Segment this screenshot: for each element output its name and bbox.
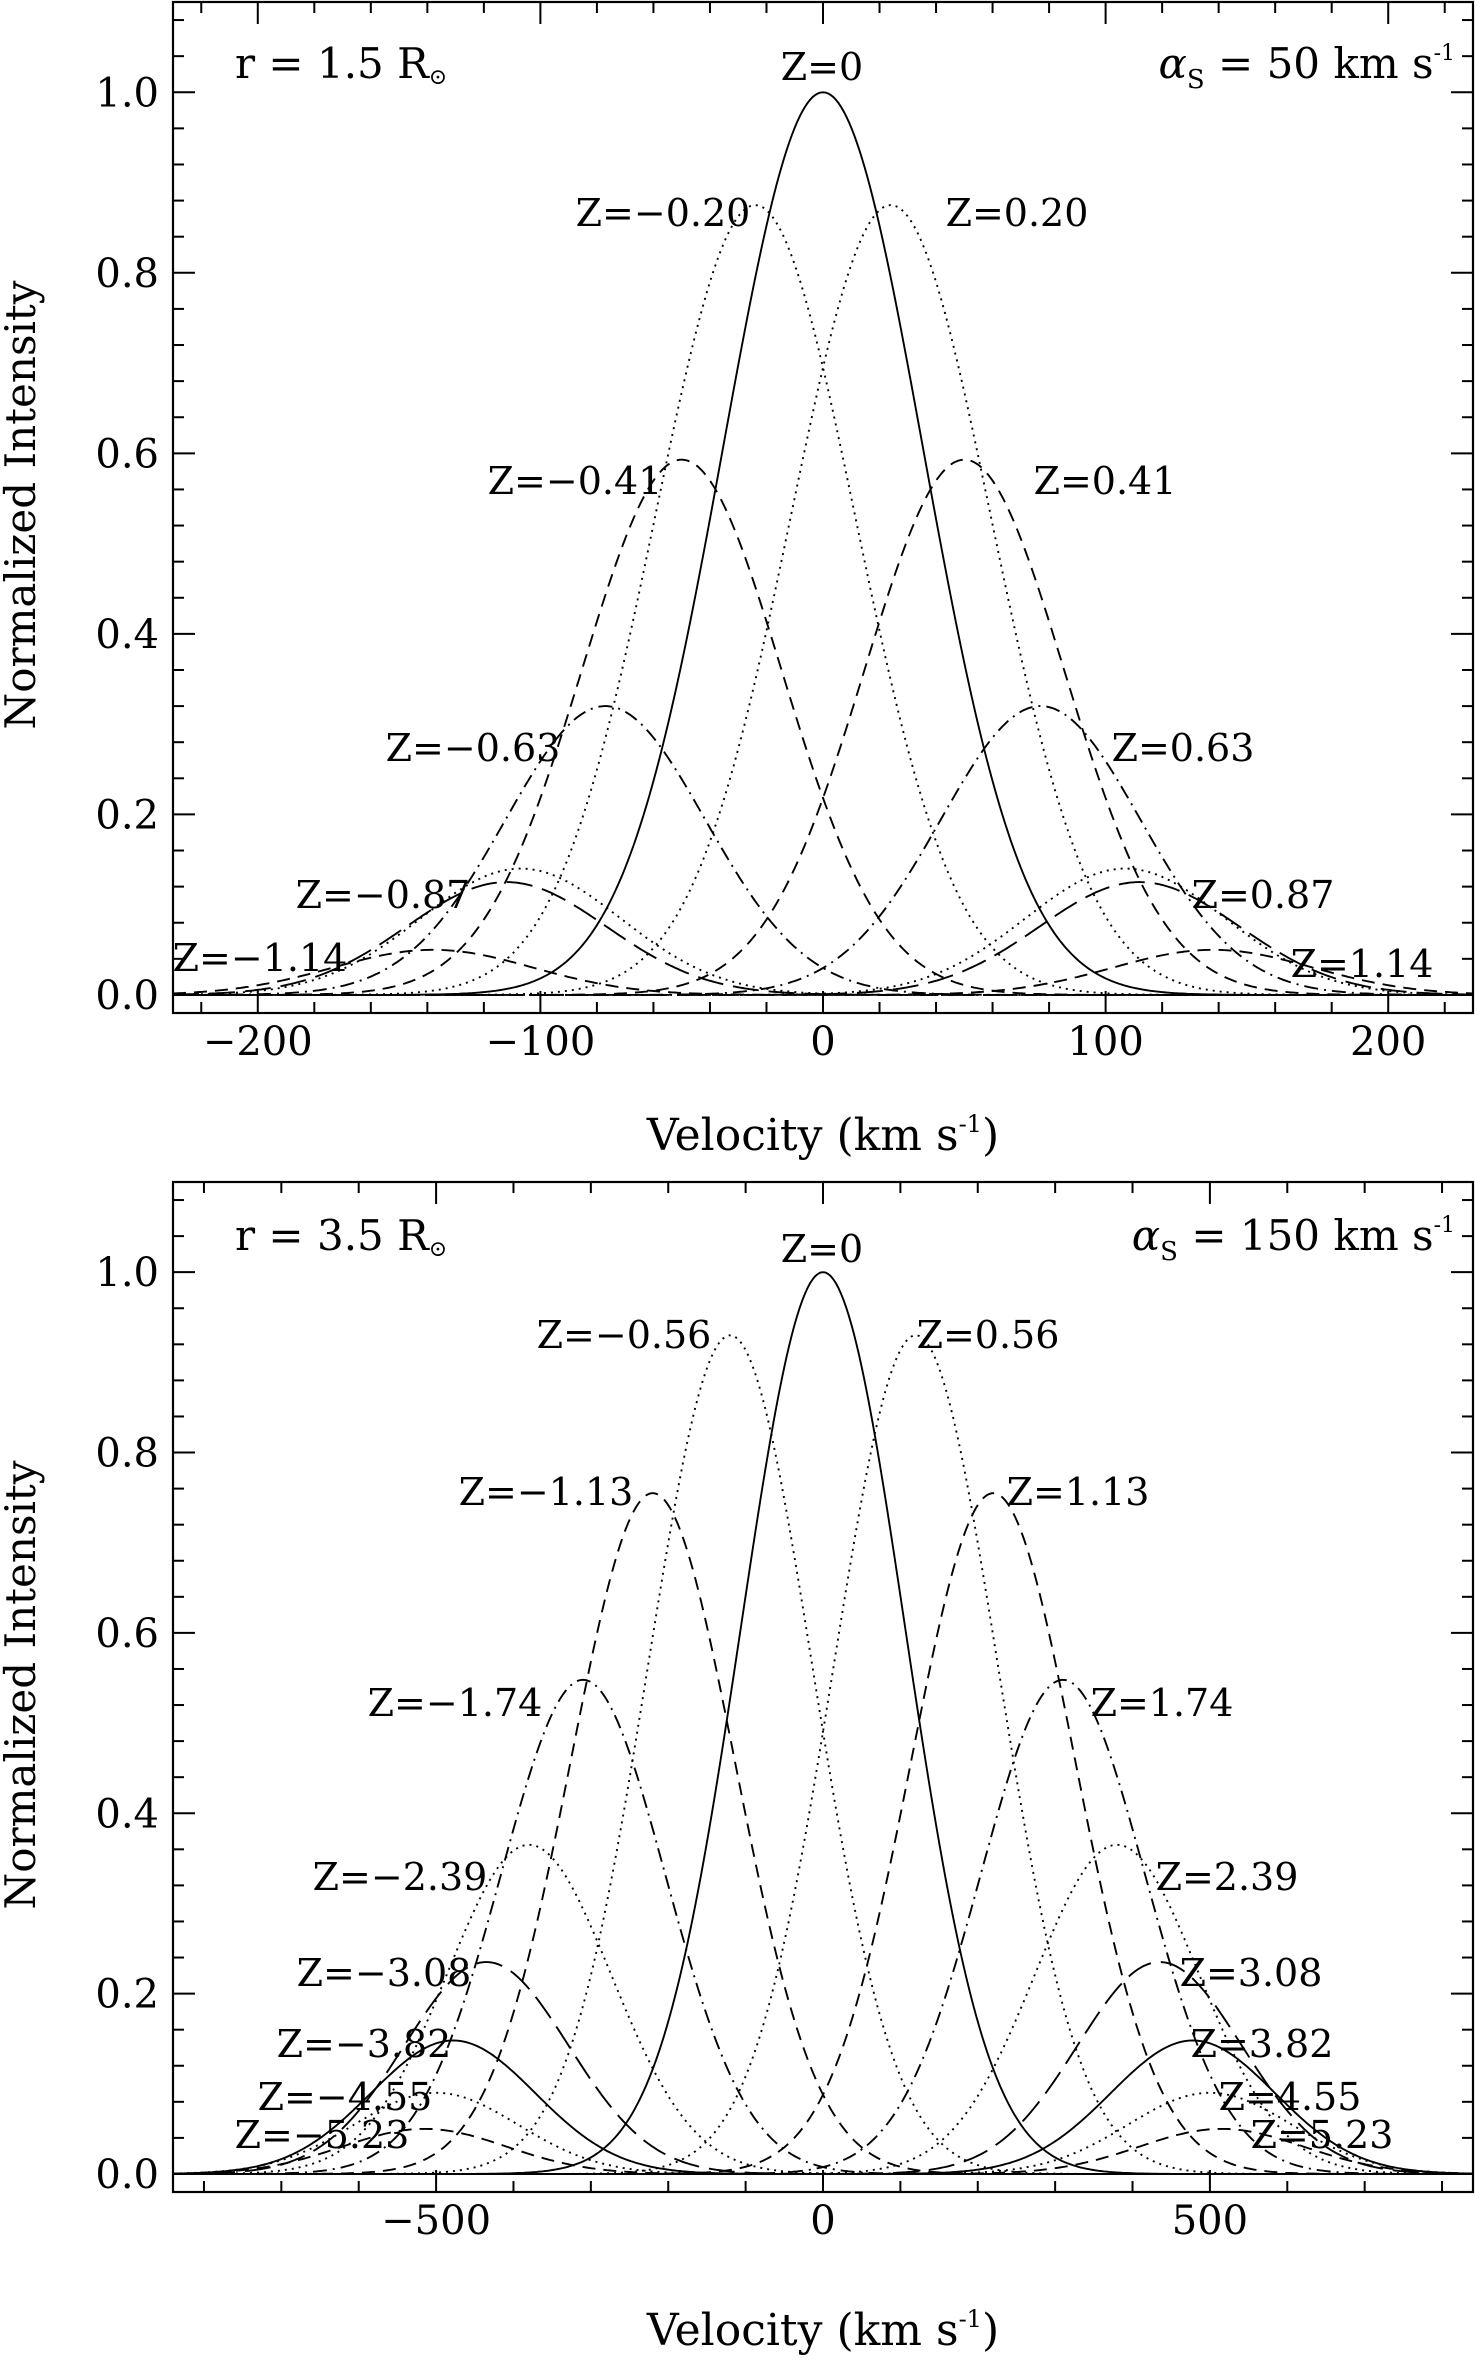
series-label: Z=−3.08 <box>297 1951 472 1995</box>
x-tick-label: 500 <box>1172 2198 1248 2244</box>
series-label: Z=0 <box>781 1227 863 1271</box>
plot-frame <box>171 0 1475 1015</box>
x-tick-label: 0 <box>810 2198 835 2244</box>
series-label: Z=4.55 <box>1219 2075 1362 2119</box>
series-label: Z=2.39 <box>1156 1855 1299 1899</box>
series-label: Z=0.56 <box>917 1313 1060 1357</box>
x-tick-label: 0 <box>810 1019 835 1065</box>
y-tick-label: 0.0 <box>95 973 159 1019</box>
y-tick-label: 1.0 <box>95 1250 159 1296</box>
y-tick-label: 0.2 <box>95 792 159 838</box>
series-line-Z=5.23 <box>173 2127 1474 2175</box>
y-tick-label: 0.8 <box>95 251 159 297</box>
series-line-Z=0 <box>173 91 1473 996</box>
series-label: Z=3.08 <box>1180 1951 1323 1995</box>
y-axis-label: Normalized Intensity <box>0 1460 45 1909</box>
x-tick-label: 100 <box>1067 1019 1143 1065</box>
x-tick-label: −100 <box>485 1019 595 1065</box>
y-tick-label: 0.0 <box>95 2152 159 2198</box>
y-tick-label: 0.2 <box>95 1972 159 2018</box>
series-label: Z=−5.23 <box>235 2113 410 2157</box>
series-label: Z=−1.14 <box>173 936 348 980</box>
y-tick-label: 0.4 <box>95 612 159 658</box>
chart-panel-1: −200 −100 0 100 200 0.0 0.2 0.4 0.6 0.8 1.0 Velocit… <box>0 0 1475 1161</box>
x-tick-label: −500 <box>381 2198 491 2244</box>
radius-annotation: r = 1.5 R⊙ <box>235 39 447 90</box>
x-axis-label: Velocity (km s-1) <box>646 1110 999 1161</box>
series-label: Z=0.87 <box>1192 873 1335 917</box>
series-label: Z=−0.56 <box>537 1313 712 1357</box>
x-tick-label: −200 <box>203 1019 313 1065</box>
series-label: Z=−0.20 <box>576 191 751 235</box>
series-label: Z=1.14 <box>1291 942 1434 986</box>
y-tick-label: 0.4 <box>95 1791 159 1837</box>
series-label: Z=−0.63 <box>386 726 561 770</box>
y-axis-label: Normalized Intensity <box>0 280 45 729</box>
series-label: Z=0.63 <box>1112 726 1255 770</box>
series-label: Z=0.41 <box>1034 459 1177 503</box>
series-label: Z=−0.87 <box>296 873 471 917</box>
x-tick-label: 200 <box>1350 1019 1426 1065</box>
y-tick-label: 0.8 <box>95 1431 159 1477</box>
y-tick-label: 1.0 <box>95 70 159 116</box>
series-line-Z=1.13 <box>173 1492 1473 2175</box>
series-line-Z=1.14 <box>173 948 1474 996</box>
series-label: Z=3.82 <box>1191 2022 1334 2066</box>
series-label: Z=−3.82 <box>277 2022 452 2066</box>
series-label: Z=−0.41 <box>488 459 663 503</box>
series-label: Z=−1.13 <box>459 1470 634 1514</box>
series-line-Z=−1.13 <box>173 1492 1473 2175</box>
series-label: Z=−4.55 <box>258 2075 433 2119</box>
y-tick-label: 0.6 <box>95 431 159 477</box>
y-tick-label: 0.6 <box>95 1611 159 1657</box>
radius-annotation: r = 3.5 R⊙ <box>235 1211 447 1262</box>
series-label: Z=1.74 <box>1091 1681 1234 1725</box>
series-label: Z=1.13 <box>1007 1470 1150 1514</box>
series-line-Z=−4.55 <box>172 2091 1473 2175</box>
x-axis-label: Velocity (km s-1) <box>646 2305 999 2356</box>
alpha-annotation: αS = 50 km s-1 <box>1159 39 1456 95</box>
series-label: Z=−2.39 <box>313 1855 488 1899</box>
series-label: Z=0 <box>781 45 863 89</box>
alpha-annotation: αS = 150 km s-1 <box>1132 1211 1455 1267</box>
chart-panel-2: −500 0 500 0.0 0.2 0.4 0.6 0.8 1.0 Velocity (km s… <box>0 1180 1475 2356</box>
series-label: Z=−1.74 <box>368 1681 543 1725</box>
series-label: Z=5.23 <box>1251 2113 1394 2157</box>
series-label: Z=0.20 <box>946 191 1089 235</box>
